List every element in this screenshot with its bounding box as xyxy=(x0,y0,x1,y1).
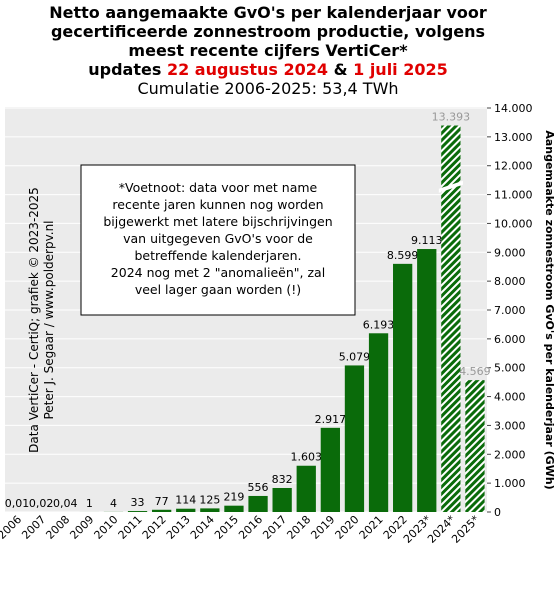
value-label: 114 xyxy=(175,494,196,507)
bar xyxy=(345,365,364,512)
bar xyxy=(369,333,388,512)
value-label: 5.079 xyxy=(339,350,371,363)
x-tick-label: 2018 xyxy=(284,513,313,542)
x-tick-label: 2016 xyxy=(236,513,265,542)
y-tick-label: 14.000 xyxy=(494,102,533,115)
y-tick-label: 13.000 xyxy=(494,131,533,144)
y-tick-label: 8.000 xyxy=(494,275,526,288)
update-text: & xyxy=(334,60,348,79)
bar xyxy=(297,466,316,512)
x-tick-label: 2025* xyxy=(449,513,482,546)
y-tick-label: 0 xyxy=(494,506,501,519)
update-date: 1 juli 2025 xyxy=(353,60,448,79)
value-label: 1 xyxy=(86,497,93,510)
bar xyxy=(393,264,412,512)
credit: Peter J. Segaar / www.polderpv.nl xyxy=(42,220,56,419)
value-label: 556 xyxy=(248,481,269,494)
bar xyxy=(128,511,147,512)
value-label: 33 xyxy=(131,496,145,509)
bar xyxy=(224,506,243,512)
y-tick-label: 7.000 xyxy=(494,304,526,317)
value-label: 0,01 xyxy=(5,497,30,510)
bar xyxy=(176,509,195,512)
note-line: recente jaren kunnen nog worden xyxy=(112,197,323,212)
bar xyxy=(465,380,484,512)
value-label: 13.393 xyxy=(432,111,471,124)
x-tick-label: 2006 xyxy=(0,513,24,542)
bar xyxy=(417,249,436,512)
value-label: 0,02 xyxy=(29,497,54,510)
x-tick-label: 2015 xyxy=(212,513,241,542)
x-tick-label: 2012 xyxy=(140,513,169,542)
y-tick-label: 6.000 xyxy=(494,333,526,346)
value-label: 8.599 xyxy=(387,249,419,262)
x-tick-label: 2019 xyxy=(308,513,337,542)
bar xyxy=(273,488,292,512)
note-line: 2024 nog met 2 "anomalieën", zal xyxy=(111,265,325,280)
value-label: 0,04 xyxy=(53,497,78,510)
x-tick-label: 2013 xyxy=(164,513,193,542)
x-tick-label: 2014 xyxy=(188,513,217,542)
bar xyxy=(321,428,340,512)
value-label: 77 xyxy=(155,495,169,508)
y-tick-label: 10.000 xyxy=(494,217,533,230)
title-line: gecertificeerde zonnestroom productie, v… xyxy=(51,22,485,41)
x-tick-label: 2007 xyxy=(19,513,48,542)
y-tick-label: 3.000 xyxy=(494,419,526,432)
note-line: bijgewerkt met latere bijschrijvingen xyxy=(103,214,332,229)
title-line: meest recente cijfers VertiCer* xyxy=(128,41,408,60)
note-line: veel lager gaan worden (!) xyxy=(135,282,301,297)
bar xyxy=(248,496,267,512)
bar xyxy=(200,508,219,512)
value-label: 9.113 xyxy=(411,234,443,247)
y-tick-label: 11.000 xyxy=(494,189,533,202)
title-line: Netto aangemaakte GvO's per kalenderjaar… xyxy=(49,3,487,22)
value-label: 4.569 xyxy=(459,365,491,378)
value-label: 832 xyxy=(272,473,293,486)
x-tick-label: 2017 xyxy=(260,513,289,542)
note-line: van uitgegeven GvO's voor de xyxy=(123,231,313,246)
note-line: betreffende kalenderjaren. xyxy=(134,248,301,263)
y-tick-label: 12.000 xyxy=(494,160,533,173)
value-label: 125 xyxy=(199,493,220,506)
x-tick-label: 2008 xyxy=(43,513,72,542)
update-date: 22 augustus 2024 xyxy=(167,60,328,79)
y-tick-label: 2.000 xyxy=(494,448,526,461)
x-tick-label: 2020 xyxy=(333,513,362,542)
y-tick-label: 9.000 xyxy=(494,246,526,259)
value-label: 219 xyxy=(223,491,244,504)
x-tick-label: 2010 xyxy=(92,513,121,542)
credit: Data VertiCer - CertiQ; grafiek © 2023-2… xyxy=(27,187,41,453)
x-tick-label: 2021 xyxy=(357,513,386,542)
value-label: 1.603 xyxy=(291,451,323,464)
x-tick-label: 2009 xyxy=(67,513,96,542)
y-tick-label: 1.000 xyxy=(494,477,526,490)
y-tick-label: 5.000 xyxy=(494,362,526,375)
subtitle: Cumulatie 2006-2025: 53,4 TWh xyxy=(137,79,398,98)
update-line: updates 22 augustus 2024 & 1 juli 2025 xyxy=(88,60,448,79)
bar xyxy=(152,510,171,512)
update-text: updates xyxy=(88,60,161,79)
y-axis-label: Aangemaakte zonnestroom GvO's per kalend… xyxy=(543,130,555,489)
value-label: 4 xyxy=(110,497,117,510)
value-label: 2.917 xyxy=(315,413,347,426)
x-tick-label: 2011 xyxy=(116,513,145,542)
value-label: 6.193 xyxy=(363,318,395,331)
y-tick-label: 4.000 xyxy=(494,391,526,404)
note-line: *Voetnoot: data voor met name xyxy=(119,180,318,195)
